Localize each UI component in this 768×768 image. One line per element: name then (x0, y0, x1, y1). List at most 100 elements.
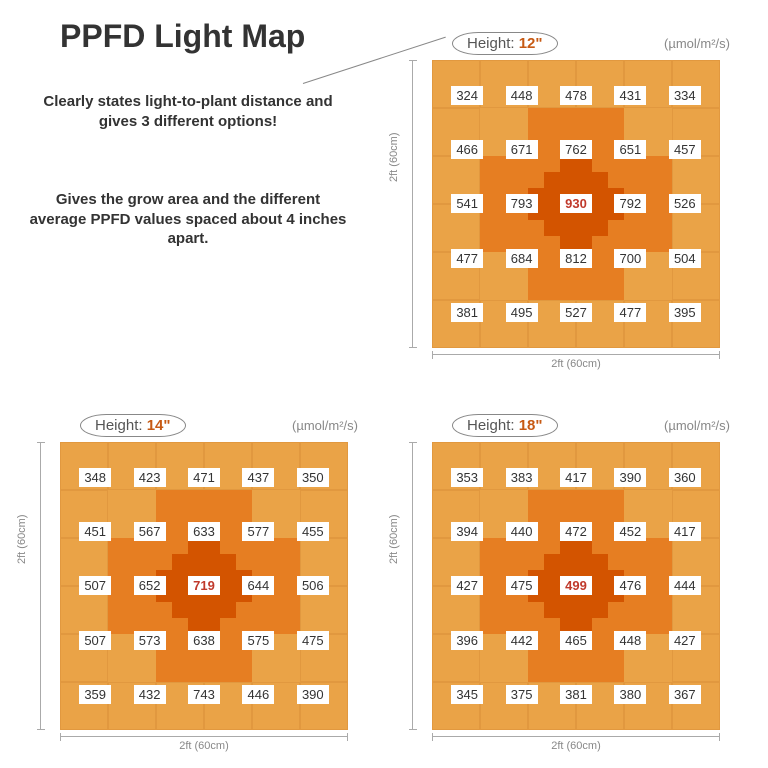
ppfd-value: 448 (614, 631, 646, 650)
ppfd-value: 477 (451, 249, 483, 268)
ppfd-value: 526 (669, 194, 701, 213)
unit-label: (µmol/m²/s) (664, 36, 730, 51)
ppfd-value: 350 (297, 468, 329, 487)
ppfd-value: 762 (560, 140, 592, 159)
ppfd-value: 423 (134, 468, 166, 487)
ppfd-value: 437 (242, 468, 274, 487)
ppfd-value: 719 (188, 576, 220, 595)
heatmap: 324 448 478 431 334 466 671 762 651 457 541 793 930 7… (432, 60, 720, 348)
ppfd-value: 495 (506, 303, 538, 322)
description-1: Clearly states light-to-plant distance a… (28, 92, 348, 131)
ppfd-value: 476 (614, 576, 646, 595)
axis-left (412, 442, 413, 730)
ppfd-value: 427 (669, 631, 701, 650)
ppfd-value: 651 (614, 140, 646, 159)
ppfd-value: 345 (451, 685, 483, 704)
value-grid: 348 423 471 437 350 451 567 633 577 455 507 652 719 6… (72, 454, 336, 718)
page-title: PPFD Light Map (60, 18, 305, 55)
height-tag: Height: 14" (80, 414, 186, 437)
ppfd-value: 478 (560, 86, 592, 105)
ppfd-value: 324 (451, 86, 483, 105)
axis-left-label: 2ft (60cm) (388, 132, 400, 182)
ppfd-value: 812 (560, 249, 592, 268)
ppfd-value: 432 (134, 685, 166, 704)
axis-bottom (432, 736, 720, 737)
ppfd-value: 499 (560, 576, 592, 595)
ppfd-value: 793 (506, 194, 538, 213)
ppfd-value: 455 (297, 522, 329, 541)
ppfd-value: 440 (506, 522, 538, 541)
ppfd-value: 507 (79, 576, 111, 595)
ppfd-value: 395 (669, 303, 701, 322)
axis-bottom-label: 2ft (60cm) (432, 740, 720, 752)
axis-left-label: 2ft (60cm) (16, 514, 28, 564)
axis-left-label: 2ft (60cm) (388, 514, 400, 564)
ppfd-value: 638 (188, 631, 220, 650)
value-grid: 324 448 478 431 334 466 671 762 651 457 541 793 930 7… (444, 72, 708, 336)
ppfd-value: 381 (451, 303, 483, 322)
unit-label: (µmol/m²/s) (292, 418, 358, 433)
ppfd-value: 396 (451, 631, 483, 650)
ppfd-value: 431 (614, 86, 646, 105)
ppfd-value: 466 (451, 140, 483, 159)
ppfd-value: 472 (560, 522, 592, 541)
ppfd-value: 359 (79, 685, 111, 704)
axis-left (412, 60, 413, 348)
ppfd-value: 417 (669, 522, 701, 541)
ppfd-value: 380 (614, 685, 646, 704)
ppfd-value: 457 (669, 140, 701, 159)
ppfd-value: 360 (669, 468, 701, 487)
ppfd-value: 475 (297, 631, 329, 650)
axis-bottom-label: 2ft (60cm) (432, 358, 720, 370)
ppfd-value: 446 (242, 685, 274, 704)
ppfd-value: 671 (506, 140, 538, 159)
ppfd-value: 427 (451, 576, 483, 595)
ppfd-value: 475 (506, 576, 538, 595)
height-tag: Height: 18" (452, 414, 558, 437)
ppfd-value: 367 (669, 685, 701, 704)
ppfd-value: 577 (242, 522, 274, 541)
axis-left (40, 442, 41, 730)
ppfd-value: 527 (560, 303, 592, 322)
ppfd-value: 541 (451, 194, 483, 213)
heatmap: 3533834173903603944404724524174274754994… (432, 442, 720, 730)
ppfd-value: 442 (506, 631, 538, 650)
heatmap-panel-h18: Height: 18"(µmol/m²/s)2ft (60cm)35338341… (390, 414, 730, 759)
ppfd-value: 390 (614, 468, 646, 487)
ppfd-value: 684 (506, 249, 538, 268)
ppfd-value: 444 (669, 576, 701, 595)
ppfd-value: 375 (506, 685, 538, 704)
ppfd-value: 507 (79, 631, 111, 650)
ppfd-value: 452 (614, 522, 646, 541)
ppfd-value: 471 (188, 468, 220, 487)
ppfd-value: 390 (297, 685, 329, 704)
ppfd-value: 394 (451, 522, 483, 541)
value-grid: 3533834173903603944404724524174274754994… (444, 454, 708, 718)
height-tag: Height: 12" (452, 32, 558, 55)
axis-bottom (432, 354, 720, 355)
ppfd-value: 448 (506, 86, 538, 105)
ppfd-value: 383 (506, 468, 538, 487)
ppfd-value: 644 (242, 576, 274, 595)
ppfd-value: 633 (188, 522, 220, 541)
ppfd-value: 348 (79, 468, 111, 487)
ppfd-value: 792 (614, 194, 646, 213)
ppfd-value: 417 (560, 468, 592, 487)
ppfd-value: 334 (669, 86, 701, 105)
ppfd-value: 465 (560, 631, 592, 650)
ppfd-value: 700 (614, 249, 646, 268)
ppfd-value: 477 (614, 303, 646, 322)
heatmap: 348 423 471 437 350 451 567 633 577 455 507 652 719 6… (60, 442, 348, 730)
ppfd-value: 506 (297, 576, 329, 595)
ppfd-value: 575 (242, 631, 274, 650)
heatmap-panel-h12: Height: 12" (µmol/m²/s) 2ft (60cm) 324 448 47… (390, 32, 730, 377)
description-2: Gives the grow area and the different av… (28, 190, 348, 249)
ppfd-value: 930 (560, 194, 592, 213)
axis-bottom-label: 2ft (60cm) (60, 740, 348, 752)
heatmap-panel-h14: Height: 14" (µmol/m²/s) 2ft (60cm) 348 423 47… (18, 414, 358, 759)
axis-bottom (60, 736, 348, 737)
ppfd-value: 652 (134, 576, 166, 595)
ppfd-value: 567 (134, 522, 166, 541)
ppfd-value: 451 (79, 522, 111, 541)
unit-label: (µmol/m²/s) (664, 418, 730, 433)
